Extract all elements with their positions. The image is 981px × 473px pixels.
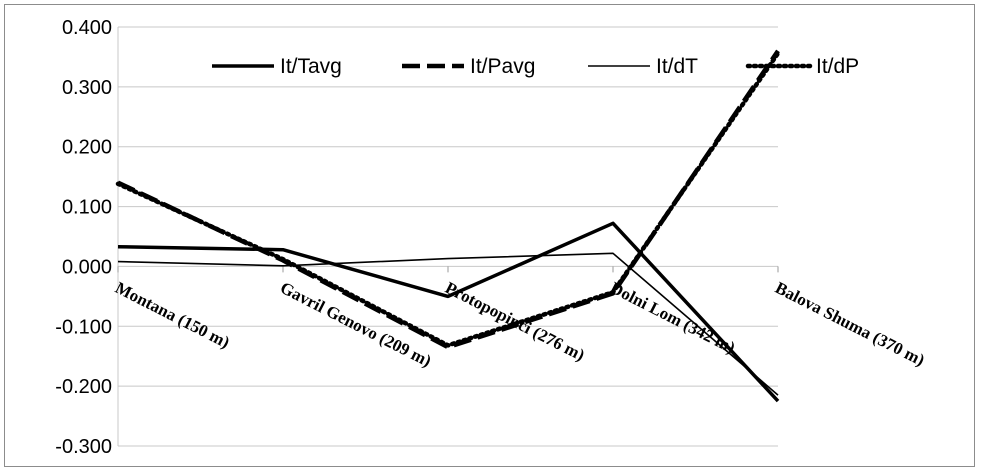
y-tick-label: 0.200 [62,137,112,159]
legend-label-4: It/dP [816,55,859,78]
y-tick-label: 0.300 [62,77,112,99]
chart-frame [4,4,975,467]
legend-label-1: It/Tavg [280,55,342,78]
y-axis: 0.400 0.300 0.200 0.100 0.000 -0.100 -0.200 -0.… [55,17,112,458]
series-line-3 [117,252,779,396]
y-tick-label: 0.400 [62,17,112,39]
y-tick-label: 0.000 [62,256,112,278]
series-lines [115,49,781,403]
y-tick-label: -0.100 [55,316,112,338]
legend-label-3: It/dT [656,55,698,78]
y-tick-label: 0.100 [62,197,112,219]
category-label: Montana (150 m) [112,278,233,352]
series-line-4 [115,51,781,348]
legend-label-2: It/Pavg [470,55,535,78]
y-tick-label: -0.200 [55,376,112,398]
grid-lines [117,26,779,447]
category-label: Protopopinci (276 m) [442,278,588,365]
x-axis: Montana (150 m) Gavril Genovo (209 m) Prot… [112,278,927,371]
legend: It/Tavg It/Pavg It/dT It/dP [212,55,859,78]
series-line-1 [117,221,780,403]
category-label: Balova Shuma (370 m) [772,278,927,370]
y-tick-label: -0.300 [55,436,112,458]
